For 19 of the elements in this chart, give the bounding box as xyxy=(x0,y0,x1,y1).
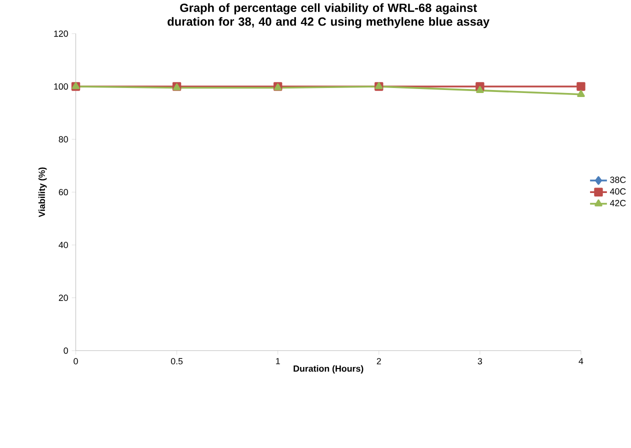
y-tick-label: 0 xyxy=(64,347,68,354)
x-tick-label: 0 xyxy=(74,358,78,364)
x-tick-label: 1 xyxy=(276,358,280,364)
chart-title: Graph of percentage cell viability of WRL-68 against duration for 38, 40 and 42 C using methylene blue assay xyxy=(168,3,490,28)
y-tick-label: 60 xyxy=(58,188,68,196)
x-tick-label: 2 xyxy=(376,358,381,364)
y-tick-label: 80 xyxy=(58,136,68,142)
y-tick-label: 120 xyxy=(54,30,68,37)
legend-label: 42C xyxy=(610,200,626,206)
y-tick-label: 20 xyxy=(58,294,68,301)
x-tick-label: 0.5 xyxy=(170,358,183,364)
legend-label: 38C xyxy=(610,176,626,183)
y-tick-label: 100 xyxy=(54,83,68,90)
y-axis-title: Viability (%) xyxy=(38,167,47,217)
y-tick-label: 40 xyxy=(58,242,68,248)
x-tick-label: 4 xyxy=(578,358,584,364)
x-tick-label: 3 xyxy=(478,358,482,364)
legend-label: 40C xyxy=(610,188,626,194)
x-axis-title: Duration (Hours) xyxy=(294,365,364,374)
